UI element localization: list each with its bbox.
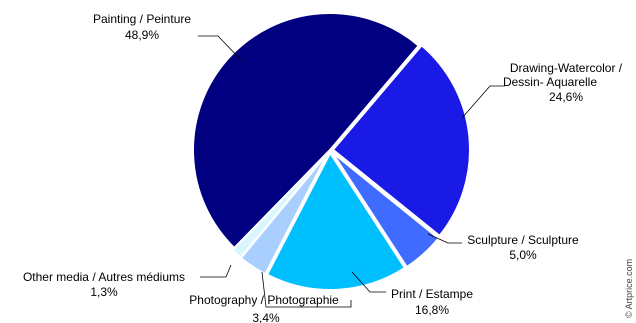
slice-label-painting: Painting / Peinture — [93, 12, 191, 26]
slice-value-drawing: 24,6% — [549, 90, 583, 104]
watermark: © Artprice.com — [624, 259, 634, 318]
pie-slice-print — [265, 151, 407, 291]
slice-label-drawing-line1: Drawing-Watercolor / — [510, 61, 623, 75]
slice-value-print: 16,8% — [415, 303, 449, 317]
slice-value-sculpture: 5,0% — [509, 248, 537, 262]
pie-slices — [192, 11, 471, 291]
leader-line-photography — [261, 271, 352, 308]
slice-value-photography: 3,4% — [252, 311, 280, 323]
leader-line-sculpture — [427, 233, 462, 244]
leader-line-print — [351, 271, 386, 293]
leader-line-other — [200, 264, 232, 278]
leader-lines — [198, 35, 505, 308]
leader-line-painting — [198, 35, 242, 61]
slice-label-drawing-line2: Dessin- Aquarelle — [503, 75, 597, 89]
slice-label-print: Print / Estampe — [391, 287, 473, 301]
slice-value-painting: 48,9% — [125, 28, 159, 42]
pie-slice-other — [230, 151, 329, 260]
pie-slice-drawing — [331, 43, 471, 238]
slice-label-sculpture: Sculpture / Sculpture — [467, 233, 579, 247]
pie-slice-painting — [192, 11, 421, 250]
slice-label-other: Other media / Autres médiums — [23, 270, 185, 284]
slice-label-photography: Photography / Photographie — [189, 293, 339, 307]
pie-slice-sculpture — [331, 151, 441, 269]
slice-value-other: 1,3% — [90, 285, 118, 299]
leader-line-drawing — [461, 85, 505, 119]
